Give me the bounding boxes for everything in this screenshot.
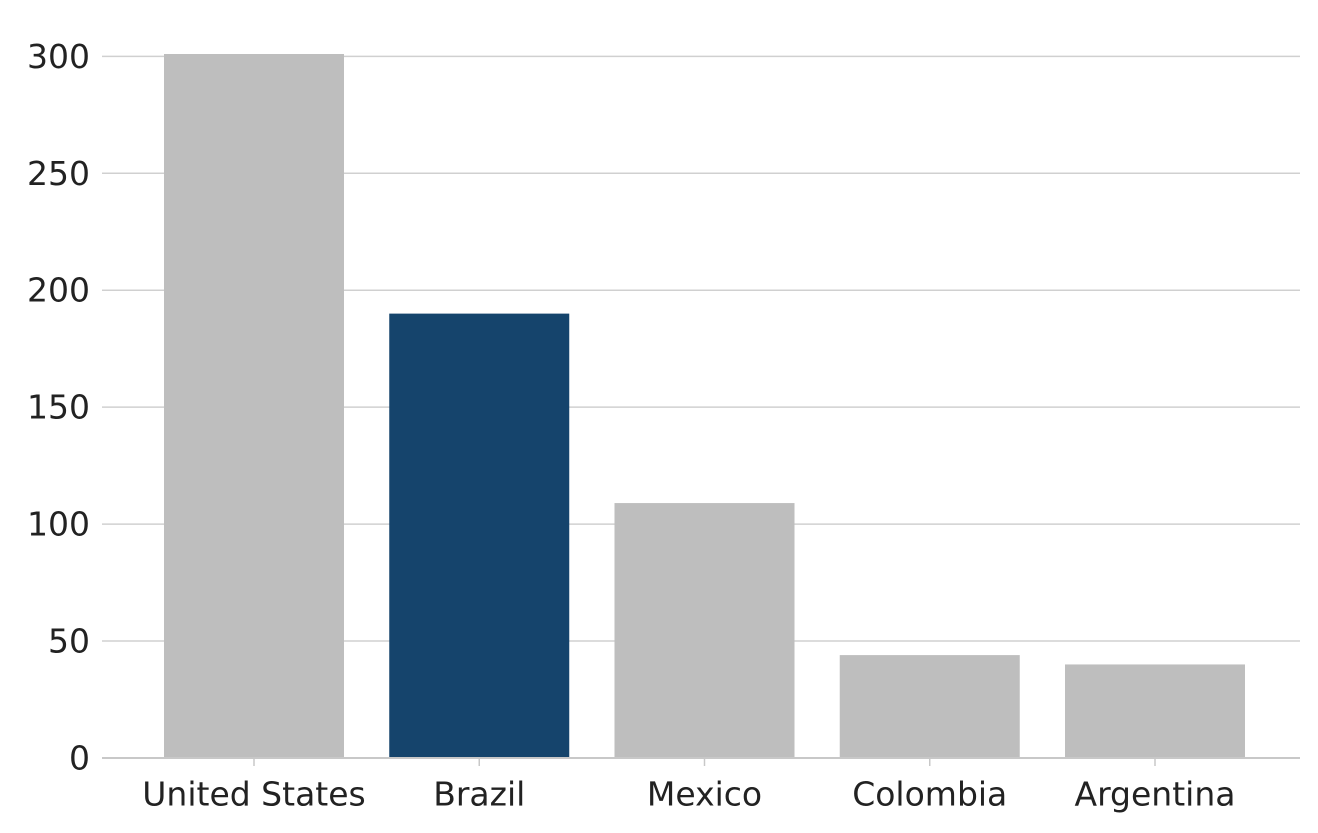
bar	[389, 313, 570, 758]
y-tick-label: 300	[27, 37, 90, 76]
y-tick-label: 150	[27, 388, 90, 427]
y-tick-label: 100	[27, 505, 90, 544]
x-tick-label: Argentina	[1075, 775, 1236, 814]
y-tick-label: 250	[27, 154, 90, 193]
x-tick-label: Colombia	[852, 775, 1007, 814]
x-tick-label: United States	[142, 775, 365, 814]
bar	[1065, 664, 1245, 758]
y-tick-label: 0	[69, 739, 90, 778]
bar	[614, 503, 795, 758]
y-tick-label: 50	[48, 622, 90, 661]
y-tick-label: 200	[27, 271, 90, 310]
x-tick-label: Brazil	[433, 775, 525, 814]
bar	[839, 655, 1020, 758]
bar	[164, 54, 344, 758]
x-tick-label: Mexico	[647, 775, 762, 814]
